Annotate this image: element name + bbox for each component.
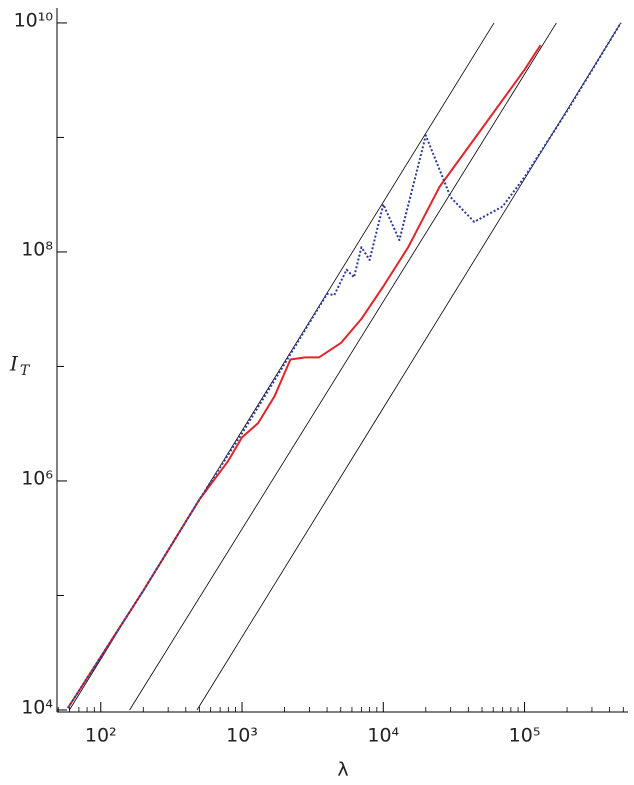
data-line (196, 22, 622, 711)
x-tick-label: 10⁴ (367, 725, 399, 747)
data-line (67, 22, 622, 709)
y-tick-label: 10⁶ (21, 467, 53, 489)
data-line (67, 44, 542, 709)
y-tick-label: 10¹⁰ (14, 9, 53, 31)
y-axis-label: I (9, 352, 19, 376)
y-tick-label: 10⁴ (21, 696, 53, 718)
x-tick-label: 10³ (226, 725, 258, 747)
x-axis-label: λ (337, 759, 348, 781)
y-axis-label-sub: T (20, 363, 31, 379)
data-line (129, 22, 557, 711)
x-tick-label: 10² (85, 725, 117, 747)
x-tick-label: 10⁵ (509, 725, 541, 747)
y-tick-label: 10⁸ (21, 238, 53, 260)
